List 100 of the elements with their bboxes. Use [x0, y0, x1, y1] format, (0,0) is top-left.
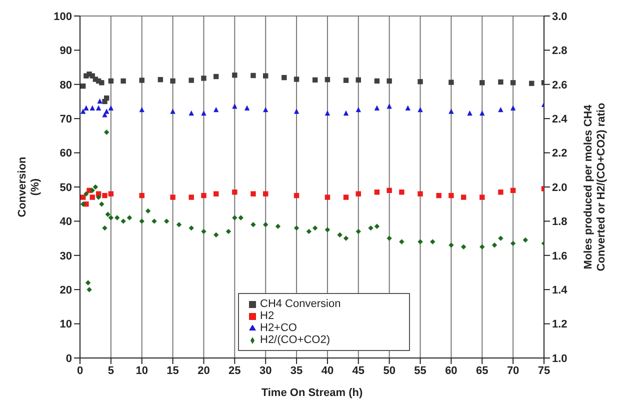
- point: [498, 79, 504, 85]
- point: [86, 287, 92, 292]
- point: [158, 77, 164, 82]
- point: [263, 222, 268, 228]
- point: [263, 73, 268, 78]
- point: [498, 190, 504, 195]
- point: [337, 232, 342, 238]
- point: [374, 105, 380, 110]
- point: [498, 106, 504, 112]
- point: [170, 78, 176, 84]
- y-tick-label: 90: [60, 45, 72, 58]
- point: [226, 228, 232, 234]
- point: [418, 79, 423, 84]
- point: [448, 242, 454, 248]
- legend-label: H2/(CO+CO2): [260, 334, 330, 346]
- point: [510, 105, 516, 110]
- point: [263, 191, 268, 196]
- x-tick-label: 75: [538, 364, 550, 377]
- point: [294, 76, 300, 82]
- point: [312, 225, 318, 231]
- point: [343, 194, 349, 200]
- point: [448, 108, 454, 114]
- point: [386, 104, 392, 109]
- point: [306, 228, 312, 234]
- point: [102, 112, 108, 118]
- point: [324, 110, 330, 116]
- point: [188, 194, 194, 200]
- point: [139, 78, 144, 83]
- x-tick-label: 30: [259, 364, 272, 377]
- point: [105, 212, 110, 217]
- point: [492, 242, 498, 248]
- point: [480, 194, 485, 200]
- point: [139, 106, 144, 112]
- point: [294, 108, 300, 114]
- point: [510, 188, 516, 194]
- y2-tick-label: 2.4: [552, 114, 568, 126]
- point: [126, 215, 132, 220]
- point: [480, 80, 485, 86]
- y-tick-label: 100: [54, 10, 72, 23]
- y-tick-label: 80: [60, 79, 72, 92]
- point: [356, 191, 361, 196]
- point: [201, 228, 206, 234]
- point: [99, 80, 104, 86]
- y-tick-label: 0: [66, 352, 72, 365]
- point: [139, 192, 144, 198]
- legend-label: H2+CO: [260, 322, 297, 334]
- y2-tick-label: 3.0: [552, 10, 568, 23]
- point: [460, 244, 466, 250]
- point: [188, 78, 194, 83]
- point: [238, 215, 244, 220]
- point: [343, 110, 349, 116]
- point: [232, 215, 238, 220]
- x-tick-label: 65: [476, 364, 488, 377]
- point: [386, 78, 392, 84]
- point: [108, 78, 114, 84]
- point: [510, 80, 516, 86]
- x-tick-label: 5: [108, 364, 114, 377]
- y2-tick-label: 1.2: [552, 318, 568, 331]
- point: [418, 239, 423, 244]
- point: [90, 194, 95, 200]
- point: [430, 239, 436, 244]
- y2-tick-label: 1.8: [552, 216, 568, 228]
- point: [120, 78, 126, 84]
- point: [80, 202, 86, 207]
- point: [80, 194, 86, 200]
- point: [188, 225, 194, 231]
- point: [102, 192, 108, 198]
- point: [97, 98, 102, 104]
- point: [356, 228, 361, 234]
- point: [170, 194, 176, 200]
- point: [201, 192, 206, 198]
- point: [214, 106, 219, 112]
- x-axis-title: Time On Stream (h): [261, 387, 363, 399]
- x-tick-label: 70: [506, 364, 520, 377]
- point: [102, 225, 108, 231]
- point: [250, 72, 256, 78]
- point: [399, 190, 404, 195]
- point: [294, 192, 300, 198]
- point: [139, 218, 144, 224]
- x-tick-label: 55: [414, 364, 426, 377]
- point: [90, 188, 95, 194]
- point: [232, 104, 238, 109]
- point: [164, 218, 170, 224]
- point: [510, 240, 516, 246]
- y2-tick-label: 1.4: [552, 284, 568, 297]
- point: [343, 78, 349, 83]
- point: [99, 202, 104, 207]
- x-tick-label: 50: [383, 364, 396, 377]
- point: [84, 191, 89, 196]
- y2-tick-label: 2.6: [552, 79, 568, 92]
- point: [244, 105, 250, 110]
- y2-tick-label: 1.6: [552, 250, 568, 262]
- y2-tick-label: 2.8: [552, 45, 568, 58]
- y2-tick-label: 2.2: [552, 148, 568, 160]
- y-tick-label: 20: [60, 284, 72, 297]
- point: [356, 77, 361, 83]
- point: [294, 225, 300, 231]
- y-tick-label: 40: [60, 216, 72, 228]
- point: [312, 77, 318, 83]
- point: [152, 218, 157, 224]
